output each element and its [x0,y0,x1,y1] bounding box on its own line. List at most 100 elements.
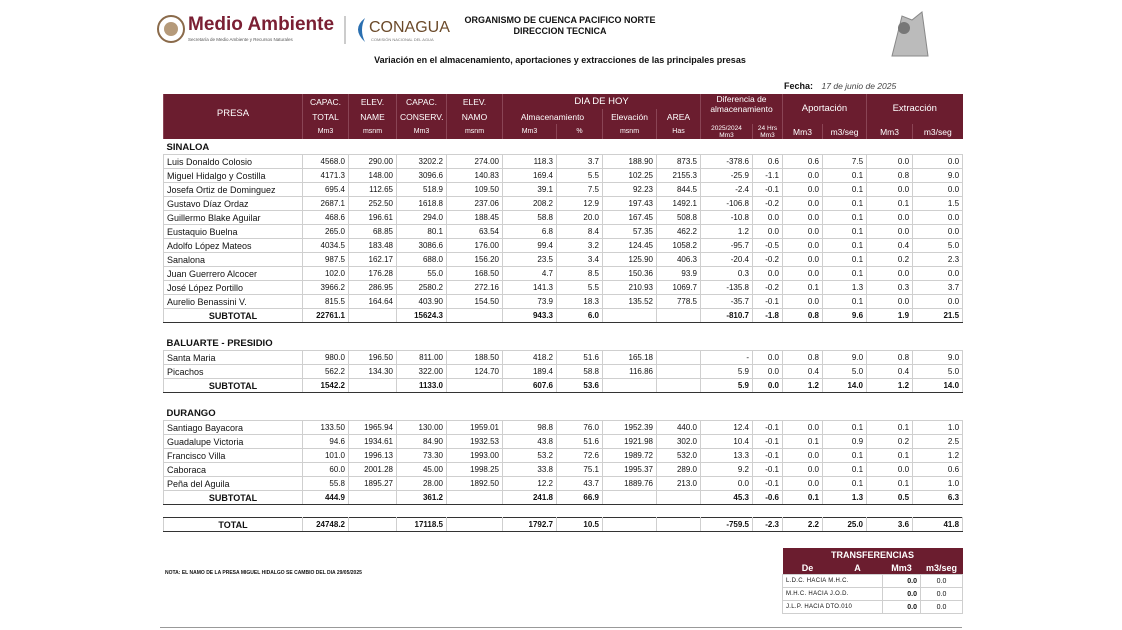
cell: 289.0 [656,462,701,477]
cell [348,517,397,532]
cell: 124.70 [446,364,503,379]
col-unit: m3/seg [912,124,963,139]
cell: 4034.5 [302,238,349,253]
cell: 53.2 [502,448,557,463]
dam-name: Miguel Hidalgo y Costilla [163,168,303,183]
cell: 265.0 [302,224,349,239]
cell: 45.00 [396,462,447,477]
cell: 176.00 [446,238,503,253]
col-group: Aportación [781,94,867,124]
cell: 7.5 [821,154,868,169]
transfers-title-row: TRANSFERENCIAS [782,548,963,561]
cell: 51.6 [556,350,603,365]
cell: 58.8 [502,210,557,225]
dam-name: Adolfo López Mateos [163,238,303,253]
cell: 101.0 [302,448,349,463]
cell: 1069.7 [656,280,701,295]
col-unit: msnm [446,124,503,139]
cell: 2.3 [912,252,964,267]
col-unit: Mm3 [782,124,823,139]
dam-name: SUBTOTAL [163,308,303,323]
cell: 468.6 [302,210,349,225]
cell: 0.1 [821,182,868,197]
cell: 1998.25 [446,462,503,477]
cell: 0.0 [782,420,823,435]
transfers-body: L.D.C. HACIA M.H.C. 0.0 0.0 M.H.C. HACIA J.… [782,574,964,614]
cell: 72.6 [556,448,603,463]
cell: -95.7 [700,238,753,253]
cell: 0.1 [866,420,914,435]
dam-row: José López Portillo 3966.2 286.95 2580.2 272… [163,280,964,295]
emblem-shape [891,11,929,57]
cell: 440.0 [656,420,701,435]
total-row: TOTAL 24748.2 17118.5 1792.7 10.5 -759.5 -2.3 2… [163,517,964,532]
cell: 154.50 [446,294,503,309]
cell: -0.6 [752,490,783,505]
cell: 150.36 [602,266,657,281]
dam-name: SUBTOTAL [163,378,303,393]
cell: -0.5 [752,238,783,253]
spacer [164,505,963,518]
date: 17 de junio de 2025 [821,81,897,91]
brand1-sub: Secretaría de Medio Ambiente y Recursos … [188,37,294,42]
cell: 169.4 [502,168,557,183]
cell: 116.86 [602,364,657,379]
cell: 63.54 [446,224,503,239]
cell: 0.1 [821,476,868,491]
col-group: Diferencia de almacenamiento [700,94,783,124]
transfers-col: Mm3 [882,561,921,575]
cell: 0.6 [782,154,823,169]
cell: -759.5 [700,517,753,532]
col-unit: m3/seg [821,124,867,139]
cell: 1889.76 [602,476,657,491]
dam-row: Josefa Ortiz de Dominguez 695.4 112.65 518.… [163,182,964,197]
cell: 9.0 [821,350,868,365]
col-head: CAPAC. [396,94,447,109]
transfers-col: A [832,561,883,575]
cell: 0.0 [866,294,914,309]
cell: 1995.37 [602,462,657,477]
cell: 0.0 [752,350,783,365]
transfers-col: De [782,561,833,575]
spacer [164,393,963,406]
cell: 183.48 [348,238,397,253]
cell: 1492.1 [656,196,701,211]
cell: 0.0 [912,266,964,281]
cell: 21.5 [912,308,964,323]
dam-row: Juan Guerrero Alcocer 102.0 176.28 55.0 168.… [163,266,964,281]
cell: 28.00 [396,476,447,491]
cell: 508.8 [656,210,701,225]
dam-row: Miguel Hidalgo y Costilla 4171.3 148.00 309… [163,168,964,183]
cell: 0.0 [912,154,964,169]
cell: 43.7 [556,476,603,491]
diff-unit: Mm3 [719,131,734,139]
cell: 5.0 [821,364,868,379]
transfer-value: 0.0 [882,587,921,601]
dam-row: Adolfo López Mateos 4034.5 183.48 3086.6 176… [163,238,964,253]
cell: 1921.98 [602,434,657,449]
cell: 94.6 [302,434,349,449]
cell: 1965.94 [348,420,397,435]
cell: 0.1 [821,294,868,309]
cell: 76.0 [556,420,603,435]
transfer-row: L.D.C. HACIA M.H.C. 0.0 0.0 [782,574,964,588]
cell: 1892.50 [446,476,503,491]
cell: 5.0 [912,238,964,253]
cell [602,517,657,532]
cell: 0.0 [782,266,823,281]
dam-name: Juan Guerrero Alcocer [163,266,303,281]
cell: 1989.72 [602,448,657,463]
cell: -0.1 [752,448,783,463]
cell: 943.3 [502,308,557,323]
cell: 0.1 [821,420,868,435]
cell: 22761.1 [302,308,349,323]
cell: 1.9 [866,308,914,323]
dam-row: Francisco Villa 101.0 1996.13 73.30 1993.00 5… [163,448,964,463]
cell: 815.5 [302,294,349,309]
drop-icon [358,18,365,42]
cell: -0.1 [752,476,783,491]
dam-row: Peña del Aguila 55.8 1895.27 28.00 1892.50 12… [163,476,964,491]
cell: 0.3 [700,266,753,281]
cell: 0.1 [821,238,868,253]
cell: 518.9 [396,182,447,197]
